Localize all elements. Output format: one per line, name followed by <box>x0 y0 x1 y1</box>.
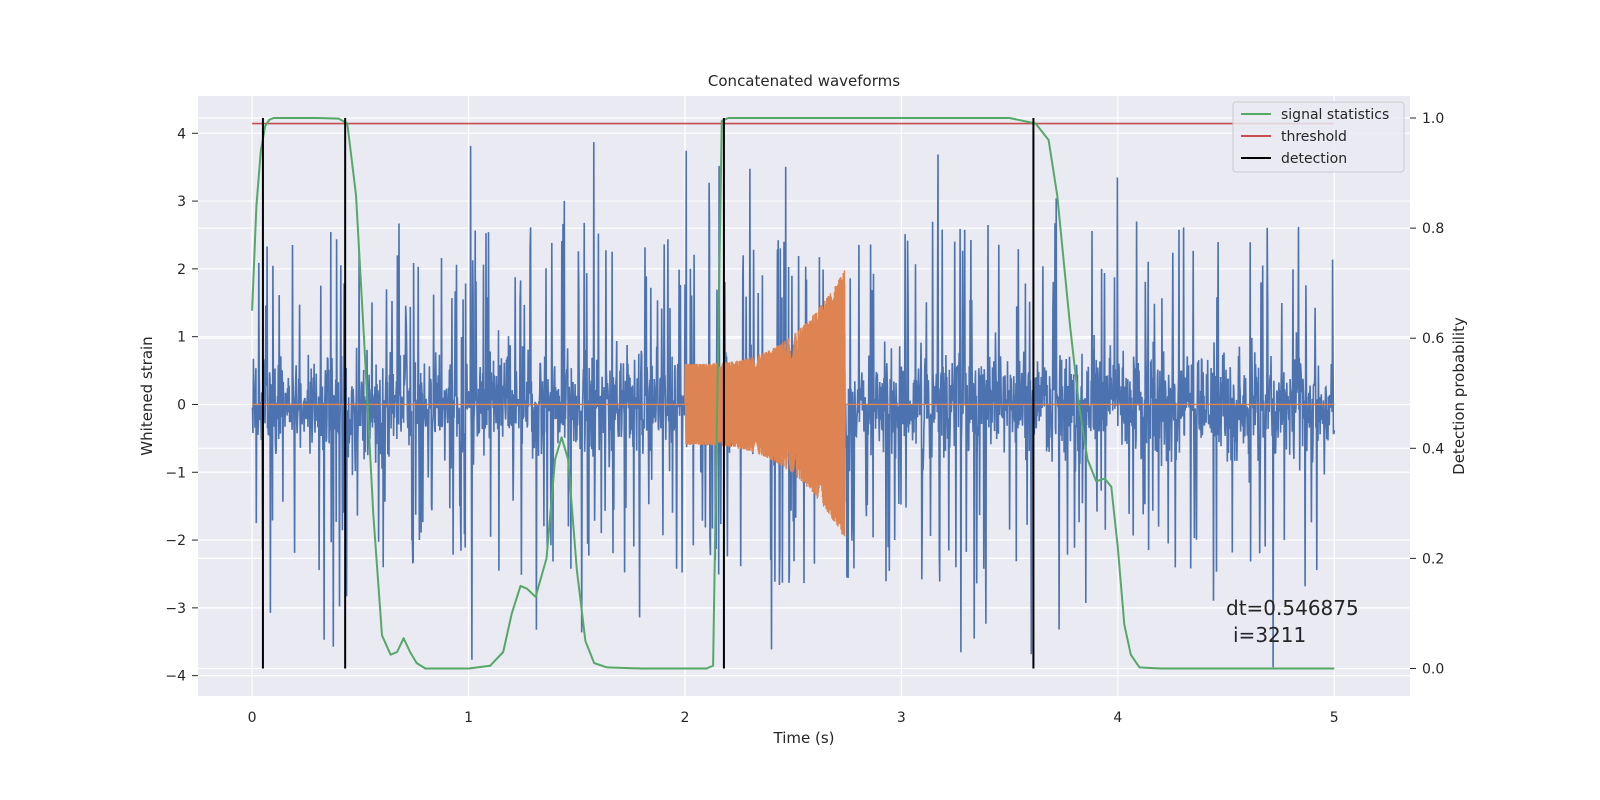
x-tick-label: 5 <box>1330 710 1339 726</box>
y-tick-label-left: −3 <box>165 601 186 617</box>
x-tick-label: 3 <box>897 710 906 726</box>
x-tick-label: 0 <box>248 710 257 726</box>
x-tick-label: 1 <box>464 710 473 726</box>
x-axis-label: Time (s) <box>773 729 835 747</box>
y-tick-label-left: 0 <box>177 397 186 413</box>
chart-title: Concatenated waveforms <box>708 72 900 90</box>
x-tick-label: 4 <box>1113 710 1122 726</box>
y-tick-label-left: −1 <box>165 465 186 481</box>
y-tick-label-left: 3 <box>177 194 186 210</box>
y-tick-label-right: 1.0 <box>1422 111 1444 127</box>
x-tick-label: 2 <box>681 710 690 726</box>
legend: signal statistics threshold detection <box>1232 101 1405 173</box>
legend-label-detection: detection <box>1281 151 1347 167</box>
signal-statistics-line <box>251 117 1335 670</box>
y-tick-label-right: 0.0 <box>1422 661 1444 677</box>
y-tick-label-left: 4 <box>177 126 186 142</box>
legend-label-signal-statistics: signal statistics <box>1281 107 1389 123</box>
series-layer <box>251 117 1336 670</box>
y-tick-label-left: −2 <box>165 533 186 549</box>
annotation-dt: dt=0.546875 <box>1226 596 1359 620</box>
injected-signal-line <box>252 270 1335 537</box>
y-tick-label-right: 0.6 <box>1422 331 1444 347</box>
y-tick-label-right: 0.2 <box>1422 551 1444 567</box>
annotation-index: i=3211 <box>1233 623 1306 647</box>
y-tick-label-left: −4 <box>165 669 186 685</box>
legend-label-threshold: threshold <box>1281 129 1347 145</box>
axes-layer: 0 1 2 3 4 5 −4 −3 −2 −1 0 1 2 3 4 0.0 0.2 0.4 0.6 0.8 1.0 <box>165 111 1444 726</box>
strain-noise-line <box>251 142 1336 668</box>
y-tick-label-right: 0.4 <box>1422 441 1444 457</box>
y-tick-label-left: 2 <box>177 262 186 278</box>
legend-box <box>1232 101 1405 173</box>
y-tick-label-right: 0.8 <box>1422 221 1444 237</box>
y-axis-label-left: Whitened strain <box>138 336 156 455</box>
y-tick-label-left: 1 <box>177 330 186 346</box>
y-axis-label-right: Detection probability <box>1450 317 1468 475</box>
